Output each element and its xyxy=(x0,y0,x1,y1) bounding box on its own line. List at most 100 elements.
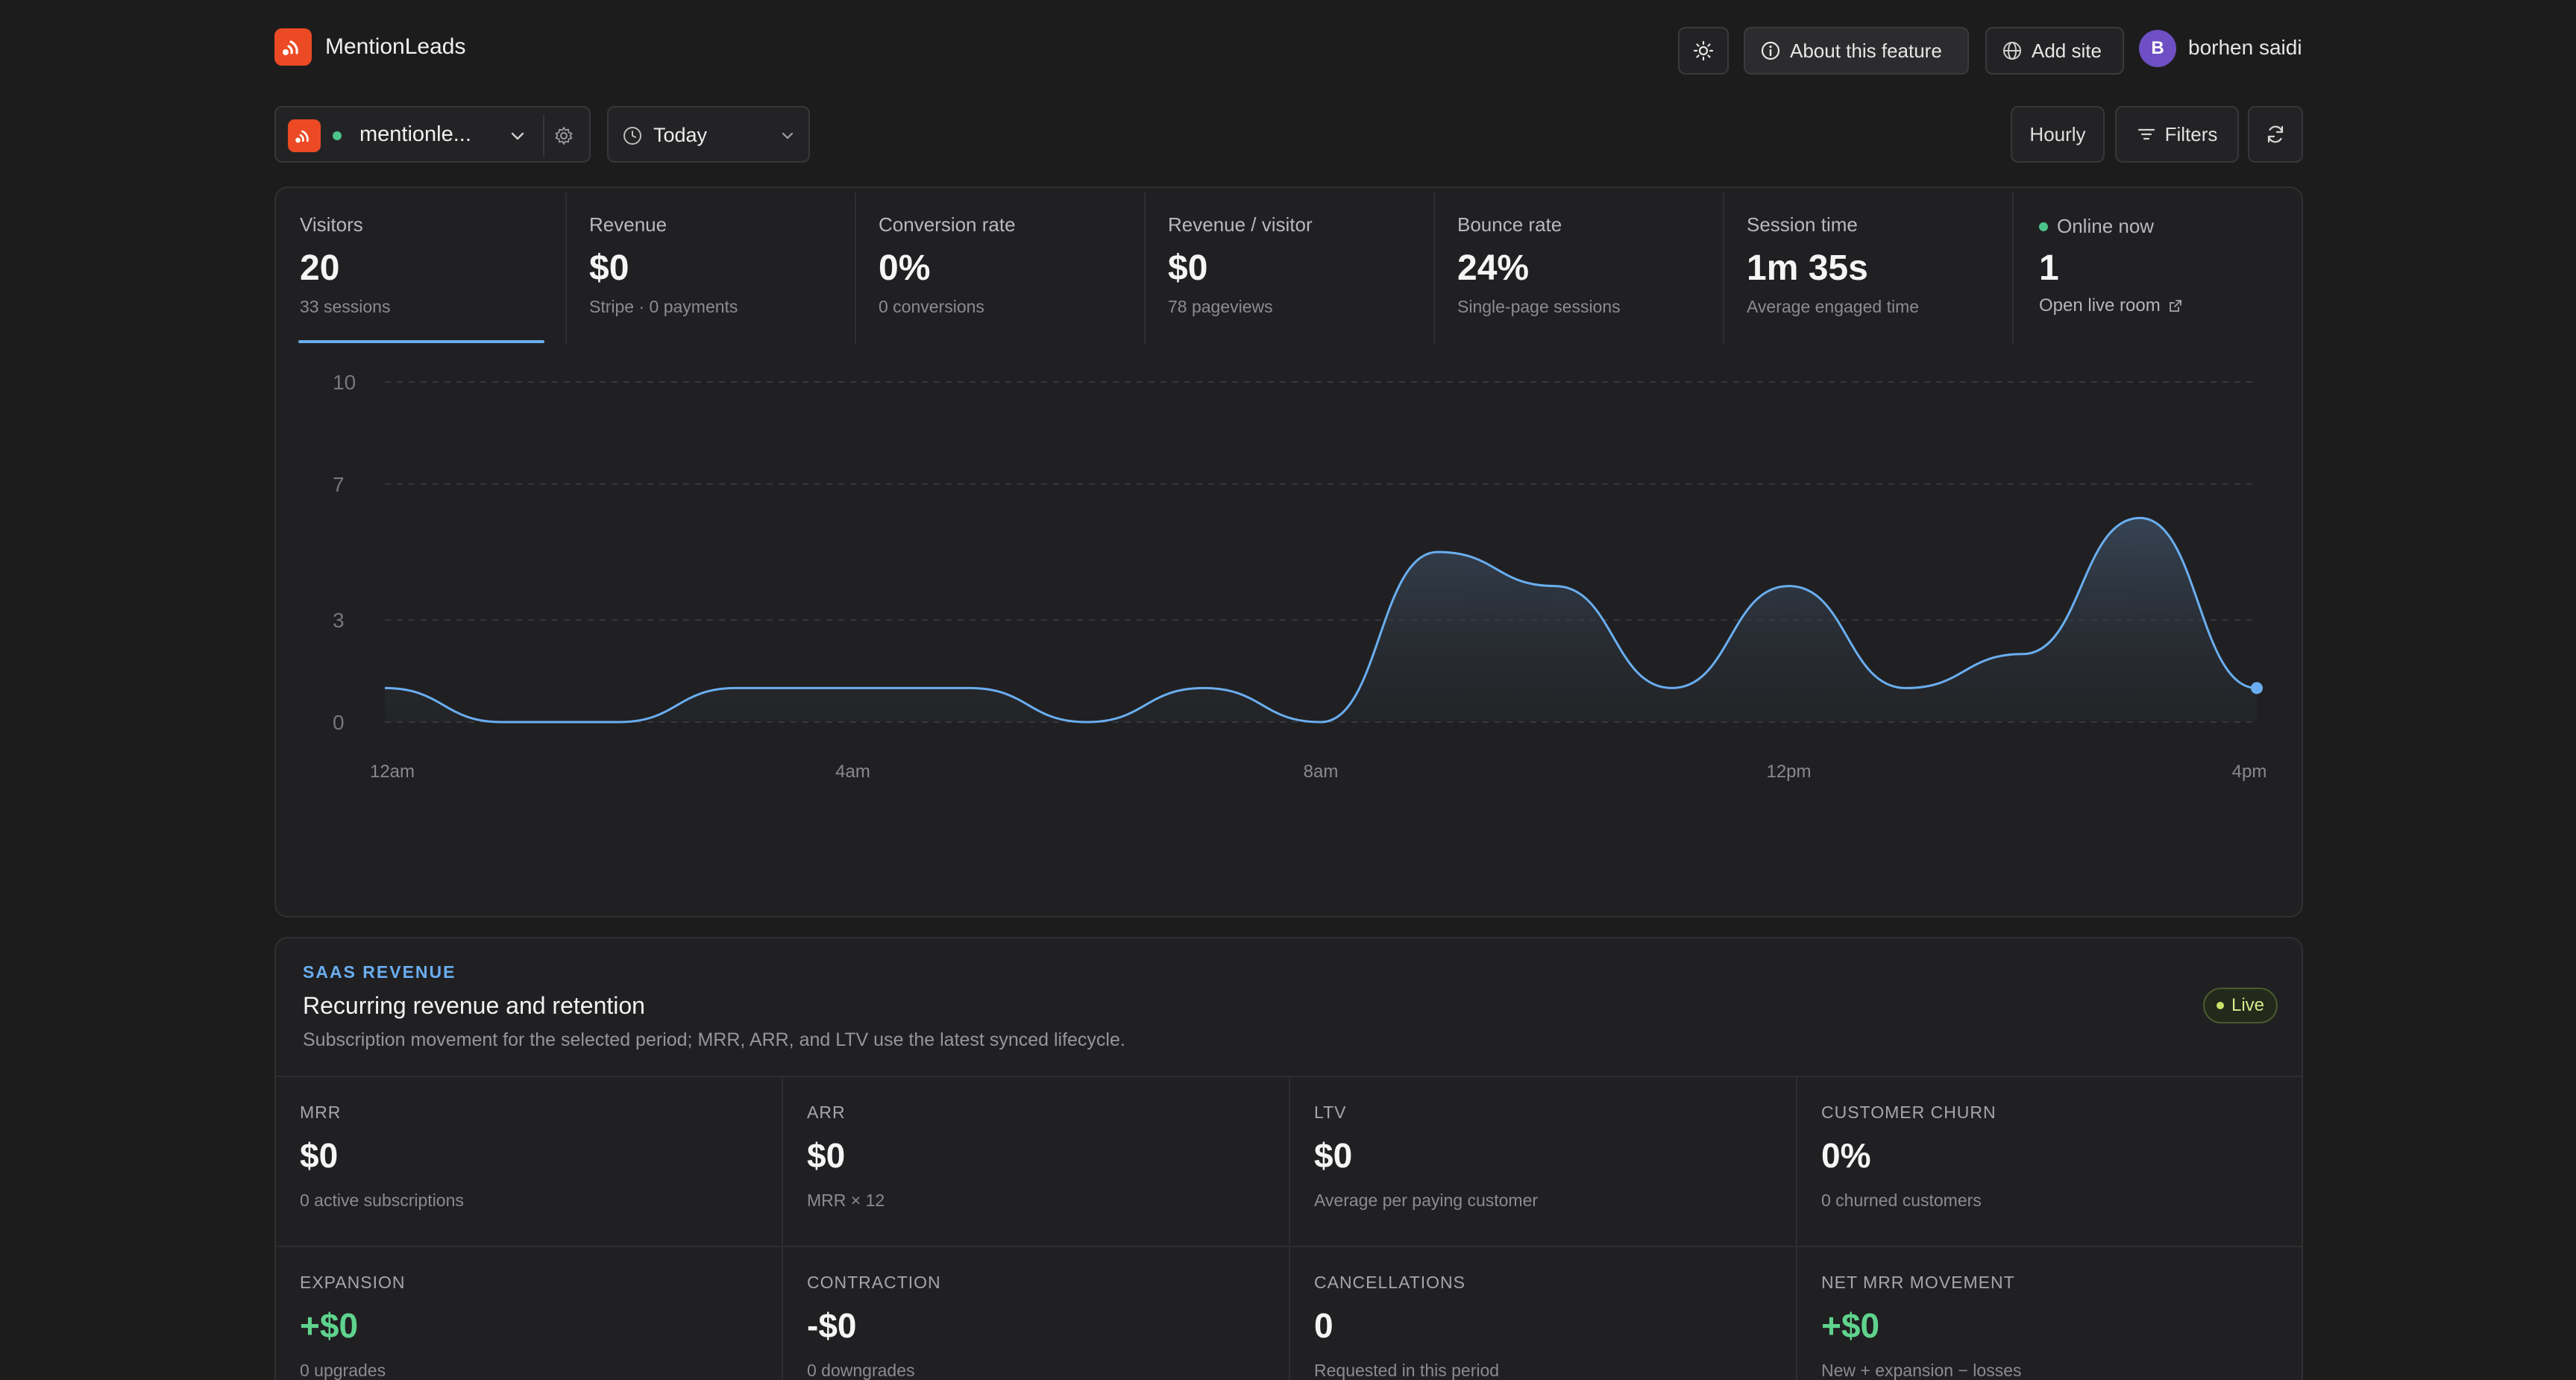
metric-value: $0 xyxy=(1168,248,1208,288)
kpi-customer-churn: CUSTOMER CHURN 0% 0 churned customers xyxy=(1797,1076,2302,1246)
metric-session-time[interactable]: Session time 1m 35s Average engaged time xyxy=(1723,188,2012,345)
x-tick-label: 4pm xyxy=(2232,762,2267,782)
site-status-dot xyxy=(333,131,342,140)
metric-divider xyxy=(855,192,856,345)
metric-subtext: Single-page sessions xyxy=(1457,297,1621,316)
x-tick-label: 4am xyxy=(835,762,870,782)
kpi-value: +$0 xyxy=(1821,1306,1880,1345)
metric-subtext: 78 pageviews xyxy=(1168,297,1273,316)
metric-divider xyxy=(1723,192,1724,345)
filters-button[interactable]: Filters xyxy=(2115,106,2239,163)
column-divider xyxy=(782,1076,783,1380)
kpi-value: +$0 xyxy=(300,1306,359,1345)
interval-label: Hourly xyxy=(2029,122,2086,145)
metric-revenue[interactable]: Revenue $0 Stripe · 0 payments xyxy=(565,188,855,345)
kpi-label: CUSTOMER CHURN xyxy=(1821,1103,1997,1122)
brand-logo[interactable] xyxy=(274,28,312,66)
y-tick-label: 0 xyxy=(333,711,345,734)
metric-label: Bounce rate xyxy=(1457,213,1562,236)
metric-bounce-rate[interactable]: Bounce rate 24% Single-page sessions xyxy=(1433,188,1723,345)
kpi-value: 0 xyxy=(1314,1306,1333,1345)
chevron-down-icon xyxy=(511,132,524,140)
open-live-room-label: Open live room xyxy=(2039,295,2161,316)
x-tick-label: 8am xyxy=(1304,762,1339,782)
column-divider xyxy=(1289,1076,1290,1380)
brand-name[interactable]: MentionLeads xyxy=(325,34,466,59)
metric-subtext: 0 conversions xyxy=(879,297,984,316)
signal-icon xyxy=(283,40,298,55)
add-site-label: Add site xyxy=(2032,39,2102,62)
live-badge-label: Live xyxy=(2231,995,2265,1015)
chevron-down-icon xyxy=(782,132,794,139)
metric-label: Online now xyxy=(2057,215,2155,237)
user-name[interactable]: borhen saidi xyxy=(2188,36,2302,59)
metric-divider xyxy=(1144,192,1146,345)
metric-divider xyxy=(1433,192,1435,345)
kpi-subtext: 0 upgrades xyxy=(300,1361,386,1380)
kpi-label: MRR xyxy=(300,1103,342,1122)
kpi-label: NET MRR MOVEMENT xyxy=(1821,1273,2015,1292)
metric-visitors[interactable]: Visitors 20 33 sessions xyxy=(276,188,565,345)
add-site-button[interactable]: Add site xyxy=(1985,27,2124,75)
online-status-dot xyxy=(2039,222,2048,231)
refresh-button[interactable] xyxy=(2248,106,2303,163)
kpi-subtext: New + expansion − losses xyxy=(1821,1361,2022,1380)
active-tab-indicator xyxy=(298,340,544,343)
metric-divider xyxy=(565,192,567,345)
live-dot xyxy=(2217,1002,2224,1009)
metric-subtext: Average engaged time xyxy=(1747,297,1920,316)
kpi-subtext: 0 churned customers xyxy=(1821,1191,1982,1210)
chart-points xyxy=(2251,682,2263,694)
kpi-value: 0% xyxy=(1821,1136,1871,1175)
dashboard-toolbar: mentionle... Today Hourly xyxy=(274,106,2303,163)
external-link-icon xyxy=(2169,300,2181,312)
kpi-subtext: MRR × 12 xyxy=(807,1191,885,1210)
kpi-subtext: Average per paying customer xyxy=(1314,1191,1539,1210)
avatar[interactable]: B xyxy=(2139,30,2176,67)
kpi-subtext: 0 active subscriptions xyxy=(300,1191,464,1210)
gear-icon[interactable] xyxy=(553,125,574,146)
x-axis: 12am 4am 8am 12pm 4pm xyxy=(370,762,2266,782)
y-tick-label: 3 xyxy=(333,609,345,632)
metric-revenue-per-visitor[interactable]: Revenue / visitor $0 78 pageviews xyxy=(1144,188,1433,345)
kpi-label: ARR xyxy=(807,1103,846,1122)
site-name: mentionle... xyxy=(359,122,471,146)
site-logo xyxy=(288,119,321,152)
site-selector-divider xyxy=(543,115,544,157)
theme-toggle-button[interactable] xyxy=(1678,27,1729,75)
metric-value: 1m 35s xyxy=(1747,248,1868,288)
metric-label: Visitors xyxy=(300,213,363,236)
x-tick-label: 12pm xyxy=(1766,762,1811,782)
filters-label: Filters xyxy=(2164,122,2218,145)
metric-value: 1 xyxy=(2039,248,2059,288)
about-feature-label: About this feature xyxy=(1790,39,1942,62)
site-selector[interactable]: mentionle... xyxy=(274,106,591,163)
filter-icon xyxy=(2137,128,2155,140)
kpi-arr: ARR $0 MRR × 12 xyxy=(783,1076,1290,1246)
open-live-room-link[interactable]: Open live room xyxy=(2039,295,2183,316)
date-range-label: Today xyxy=(653,124,708,146)
kpi-value: $0 xyxy=(807,1136,846,1175)
interval-selector[interactable]: Hourly xyxy=(2011,106,2105,163)
series-area xyxy=(385,518,2257,722)
metric-label: Session time xyxy=(1747,213,1858,236)
metric-conversion-rate[interactable]: Conversion rate 0% 0 conversions xyxy=(855,188,1144,345)
saas-revenue-card: SAAS REVENUE Recurring revenue and reten… xyxy=(274,937,2303,1380)
section-eyebrow: SAAS REVENUE xyxy=(303,962,456,982)
kpi-value: $0 xyxy=(1314,1136,1353,1175)
kpi-label: CONTRACTION xyxy=(807,1273,941,1292)
section-title: Recurring revenue and retention xyxy=(303,992,645,1019)
metric-label: Conversion rate xyxy=(879,213,1016,236)
kpi-mrr: MRR $0 0 active subscriptions xyxy=(276,1076,783,1246)
kpi-subtext: Requested in this period xyxy=(1314,1361,1500,1380)
date-range-selector[interactable]: Today xyxy=(607,106,810,163)
about-feature-button[interactable]: About this feature xyxy=(1744,27,1969,75)
globe-icon xyxy=(2003,42,2021,60)
x-tick-label: 12am xyxy=(370,762,415,782)
info-icon xyxy=(1761,41,1780,60)
metric-value: 20 xyxy=(300,248,340,288)
live-badge: Live xyxy=(2203,988,2278,1023)
metric-online-now: Online now 1 Open live room xyxy=(2012,188,2302,345)
kpi-value: $0 xyxy=(300,1136,339,1175)
data-point xyxy=(2251,682,2263,694)
